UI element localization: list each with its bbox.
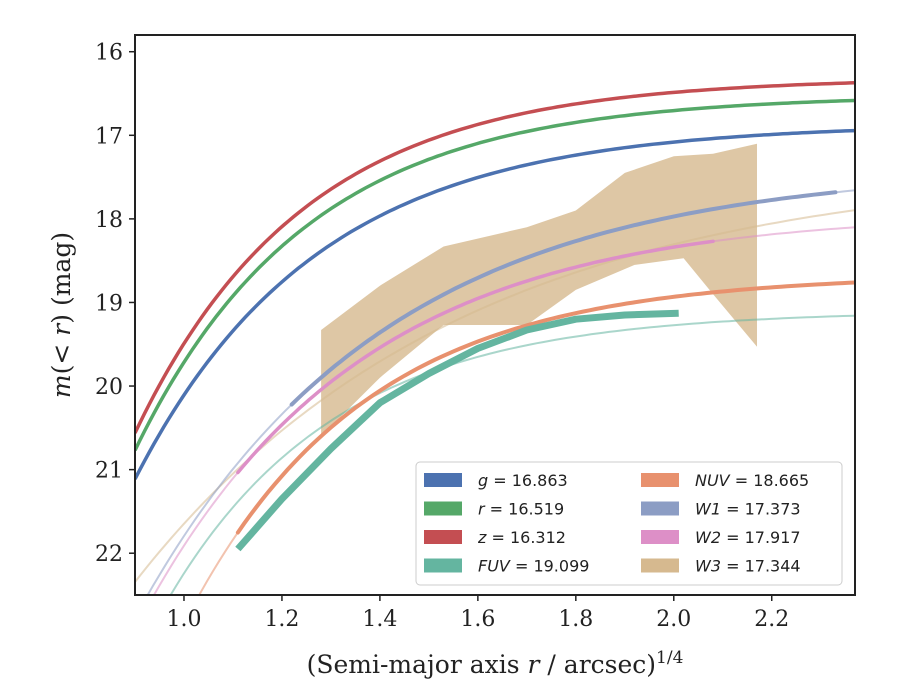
- legend-label-g: g = 16.863: [478, 471, 568, 490]
- y-tick-label: 18: [95, 208, 123, 233]
- y-tick-label: 22: [95, 542, 123, 567]
- y-axis: 16 17 18 19 20 21 22: [95, 41, 135, 567]
- legend-label-W2: W2 = 17.917: [695, 528, 801, 547]
- legend-label-r: r = 16.519: [478, 500, 564, 519]
- x-tick-label: 2.0: [656, 607, 691, 632]
- series-g-line: [135, 128, 855, 480]
- legend-swatch-W3: [641, 558, 679, 573]
- x-axis-label: (Semi-major axis r / arcsec)1/4: [307, 648, 684, 679]
- plot-frame: [134, 34, 856, 596]
- series-FUV-line: [235, 309, 679, 552]
- legend: g = 16.863 r = 16.519 z = 16.312 FUV = 19.0…: [415, 461, 843, 586]
- series-NUV-line: [235, 280, 855, 535]
- x-tick-label: 1.8: [558, 607, 593, 632]
- series-W1-line: [289, 190, 838, 407]
- legend-label-W1: W1 = 17.373: [695, 500, 801, 519]
- x-tick-label: 1.6: [460, 607, 495, 632]
- y-tick-label: 19: [95, 291, 123, 316]
- legend-label-NUV: NUV = 18.665: [695, 471, 809, 490]
- legend-label-FUV: FUV = 19.099: [478, 557, 589, 576]
- legend-swatch-g: [424, 473, 462, 487]
- series-r-line: [135, 98, 855, 452]
- series-FUV-model-line: [169, 314, 855, 595]
- legend-swatch-W1: [641, 501, 679, 516]
- series-z-line: [135, 81, 855, 434]
- x-tick-label: 1.4: [362, 607, 397, 632]
- x-tick-label: 1.2: [264, 607, 299, 632]
- legend-swatch-W2: [641, 530, 679, 544]
- legend-swatch-FUV: [424, 558, 462, 573]
- legend-swatch-z: [424, 530, 462, 544]
- legend-label-z: z = 16.312: [477, 528, 566, 547]
- legend-swatch-r: [424, 501, 462, 516]
- legend-label-W3: W3 = 17.344: [695, 557, 801, 576]
- series-layer: [135, 81, 855, 595]
- series-W3-band: [321, 143, 757, 437]
- y-tick-label: 20: [95, 375, 123, 400]
- x-tick-label: 2.2: [754, 607, 789, 632]
- series-W2-line: [236, 239, 715, 475]
- y-tick-label: 17: [95, 124, 123, 149]
- legend-box: [415, 461, 843, 586]
- y-tick-label: 16: [95, 41, 123, 66]
- y-axis-label: m(< r) (mag): [47, 232, 76, 398]
- legend-swatch-NUV: [641, 473, 679, 487]
- y-tick-label: 21: [95, 459, 123, 484]
- legend-entries: g = 16.863 r = 16.519 z = 16.312 FUV = 19.0…: [424, 471, 809, 576]
- x-axis: 1.0 1.2 1.4 1.6 1.8 2.0 2.2: [166, 595, 789, 632]
- x-tick-label: 1.0: [166, 607, 201, 632]
